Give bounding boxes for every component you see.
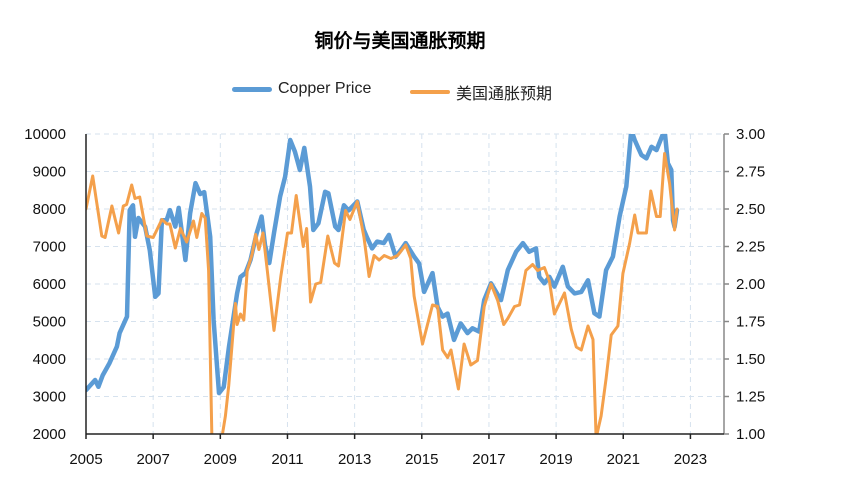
- y-right-tick-label: 3.00: [736, 126, 765, 143]
- x-tick-label: 2009: [204, 451, 237, 468]
- x-tick-label: 2021: [607, 451, 640, 468]
- y-left-tick-label: 2000: [33, 426, 66, 443]
- legend-swatch-copper: [232, 86, 272, 92]
- y-right-tick-label: 1.50: [736, 351, 765, 368]
- legend-label-inflation: 美国通胀预期: [456, 86, 553, 103]
- x-tick-label: 2023: [674, 451, 707, 468]
- y-right-tick-label: 2.75: [736, 164, 765, 181]
- x-tick-label: 2005: [69, 451, 102, 468]
- legend-item-copper: Copper Price: [232, 80, 371, 98]
- x-tick-label: 2011: [271, 451, 303, 468]
- x-tick-label: 2013: [338, 451, 371, 468]
- y-right-tick-label: 2.50: [736, 201, 765, 218]
- y-left-tick-label: 10000: [24, 126, 66, 143]
- y-right-tick-label: 1.75: [736, 314, 765, 331]
- legend-label-copper: Copper Price: [278, 80, 372, 97]
- y-left-tick-label: 9000: [33, 164, 66, 181]
- x-tick-label: 2019: [539, 451, 572, 468]
- y-right-tick-label: 2.25: [736, 239, 765, 256]
- series-line-copper-price: [86, 134, 680, 396]
- x-tick-label: 2017: [472, 451, 505, 468]
- y-right-tick-label: 2.00: [736, 276, 765, 293]
- legend-item-inflation: 美国通胀预期: [410, 80, 552, 104]
- y-left-tick-label: 3000: [33, 389, 66, 406]
- x-tick-label: 2007: [136, 451, 169, 468]
- y-right-tick-label: 1.25: [736, 389, 765, 406]
- legend-swatch-inflation: [410, 90, 450, 94]
- y-left-tick-label: 7000: [33, 239, 66, 256]
- chart-title: 铜价与美国通胀预期: [314, 31, 486, 52]
- y-left-tick-label: 6000: [33, 276, 66, 293]
- y-left-tick-label: 4000: [33, 351, 66, 368]
- y-right-tick-label: 1.00: [736, 426, 765, 443]
- series-line-inflation-expectation: [86, 152, 679, 434]
- x-tick-label: 2015: [405, 451, 438, 468]
- y-left-tick-label: 5000: [33, 314, 66, 331]
- y-left-tick-label: 8000: [33, 201, 66, 218]
